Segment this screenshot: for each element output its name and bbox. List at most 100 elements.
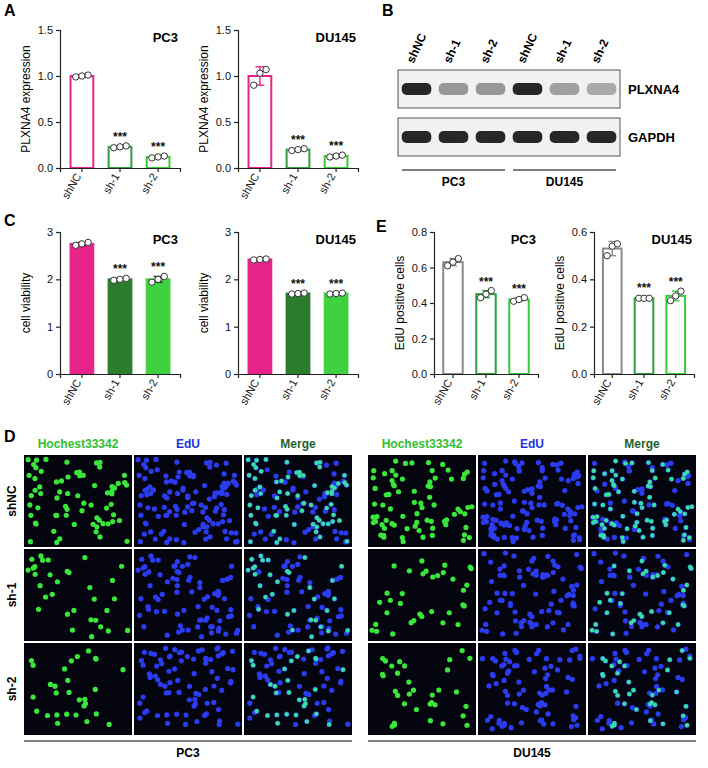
western-blot: shNCsh-1sh-2shNCsh-1sh-2PLXNA4GAPDHPC3DU… bbox=[398, 31, 680, 189]
nucleus-blue bbox=[205, 701, 210, 706]
nucleus-green bbox=[469, 504, 474, 509]
nucleus-blue bbox=[623, 618, 628, 623]
y-axis-line bbox=[56, 233, 61, 375]
nucleus-green bbox=[54, 495, 59, 500]
y-tick-label: 1 bbox=[225, 321, 231, 333]
nucleus-green bbox=[600, 522, 604, 526]
nucleus-blue bbox=[148, 491, 153, 496]
nucleus-green bbox=[82, 555, 87, 560]
nucleus-green bbox=[111, 512, 116, 517]
nucleus-blue bbox=[682, 511, 687, 516]
band bbox=[476, 131, 506, 143]
nucleus-green bbox=[392, 721, 397, 726]
nucleus-green bbox=[620, 477, 624, 481]
nucleus-blue bbox=[163, 646, 168, 651]
nucleus-blue bbox=[277, 654, 282, 659]
bar-chart: 0123shNCsh-1sh-2******DU145cell viabilit… bbox=[197, 226, 358, 407]
nucleus-blue bbox=[217, 618, 222, 623]
nucleus-green bbox=[397, 659, 402, 664]
nucleus-blue bbox=[653, 475, 658, 480]
bar bbox=[147, 279, 170, 374]
nucleus-blue bbox=[537, 495, 542, 500]
nucleus-blue bbox=[643, 591, 648, 596]
nucleus-green bbox=[604, 493, 608, 497]
nucleus-green bbox=[275, 580, 279, 584]
x-tick-label: sh-2 bbox=[656, 377, 677, 402]
nucleus-blue bbox=[639, 558, 644, 563]
x-axis-line bbox=[61, 169, 181, 173]
x-axis: shNCsh-1sh-2 bbox=[237, 168, 358, 201]
x-axis-line bbox=[595, 375, 695, 379]
nucleus-blue bbox=[137, 502, 142, 507]
nucleus-blue bbox=[247, 473, 252, 478]
nucleus-blue bbox=[521, 618, 526, 623]
replicate-dot bbox=[327, 291, 333, 297]
nucleus-blue bbox=[670, 576, 675, 581]
nucleus-blue bbox=[485, 718, 490, 723]
nucleus-blue bbox=[307, 580, 312, 585]
x-tick-mark bbox=[675, 374, 676, 378]
nucleus-blue bbox=[559, 476, 564, 481]
nucleus-blue bbox=[545, 573, 550, 578]
nucleus-blue bbox=[546, 608, 551, 613]
nucleus-blue bbox=[611, 563, 616, 568]
nucleus-green bbox=[614, 473, 618, 477]
nucleus-blue bbox=[574, 582, 579, 587]
nucleus-blue bbox=[166, 690, 171, 695]
micrograph bbox=[368, 455, 476, 547]
nucleus-blue bbox=[331, 512, 336, 517]
nucleus-blue bbox=[175, 612, 180, 617]
nucleus-green bbox=[602, 471, 606, 475]
nucleus-blue bbox=[646, 460, 651, 465]
nucleus-blue bbox=[235, 722, 240, 727]
y-tick-label: 3 bbox=[47, 226, 53, 238]
nucleus-blue bbox=[299, 508, 304, 513]
nucleus-blue bbox=[312, 483, 317, 488]
nucleus-blue bbox=[327, 618, 332, 623]
nucleus-blue bbox=[499, 598, 504, 603]
nucleus-blue bbox=[319, 630, 324, 635]
nucleus-blue bbox=[646, 502, 651, 507]
nucleus-blue bbox=[668, 598, 673, 603]
nucleus-blue bbox=[655, 573, 660, 578]
nucleus-green bbox=[249, 658, 253, 662]
group-label: DU145 bbox=[546, 175, 584, 189]
nucleus-blue bbox=[484, 629, 489, 634]
x-tick-label: shNC bbox=[237, 377, 261, 407]
nucleus-green bbox=[71, 608, 76, 613]
nucleus-blue bbox=[604, 591, 609, 596]
nucleus-blue bbox=[293, 712, 298, 717]
y-tick: 0.4 bbox=[572, 273, 594, 285]
x-tick-mark bbox=[485, 374, 486, 378]
nucleus-green bbox=[290, 628, 294, 632]
nucleus-green bbox=[43, 457, 48, 462]
nucleus-green bbox=[313, 687, 317, 691]
nucleus-blue bbox=[186, 627, 191, 632]
y-tick: 1.0 bbox=[216, 70, 238, 82]
nucleus-green bbox=[650, 526, 654, 530]
nucleus-blue bbox=[167, 654, 172, 659]
nucleus-blue bbox=[258, 651, 263, 656]
nucleus-blue bbox=[303, 489, 308, 494]
nucleus-blue bbox=[319, 669, 324, 674]
nucleus-green bbox=[687, 535, 691, 539]
y-tick-mark bbox=[234, 122, 238, 123]
nucleus-blue bbox=[176, 629, 181, 634]
nucleus-blue bbox=[492, 471, 497, 476]
column-header: EdU bbox=[520, 437, 544, 451]
nucleus-green bbox=[29, 658, 34, 663]
y-axis: 0123 bbox=[225, 226, 239, 380]
nucleus-blue bbox=[210, 605, 215, 610]
micrograph bbox=[368, 549, 476, 641]
nucleus-blue bbox=[672, 488, 677, 493]
nucleus-blue bbox=[172, 666, 177, 671]
nucleus-blue bbox=[299, 589, 304, 594]
nucleus-green bbox=[461, 538, 466, 543]
nucleus-green bbox=[390, 468, 395, 473]
image-panel: Hochest33342EdUMergeshNCsh-1sh-2PC3Hoche… bbox=[5, 437, 696, 760]
nucleus-blue bbox=[289, 658, 294, 663]
nucleus-green bbox=[662, 519, 666, 523]
nucleus-blue bbox=[620, 535, 625, 540]
nucleus-green bbox=[463, 704, 468, 709]
nucleus-green bbox=[65, 474, 70, 479]
